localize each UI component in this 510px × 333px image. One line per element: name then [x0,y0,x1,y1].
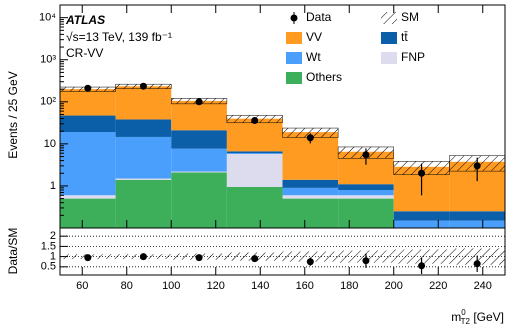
y-tick-label: 10 [44,138,56,150]
legend-label: VV [306,30,322,44]
data-point [84,84,92,92]
x-label-unit: [GeV] [470,310,504,324]
y-tick-label: 10³ [40,54,56,66]
legend-swatch [286,52,302,64]
x-tick-label: 120 [207,280,225,292]
ratio-point [473,260,481,268]
stack-segment [338,190,394,196]
legend-label: FNP [401,50,425,64]
legend-swatch [286,72,302,84]
y-axis-label: Events / 25 GeV [6,71,20,158]
x-tick-label: 60 [76,280,88,292]
x-tick-label: 160 [296,280,314,292]
stack-segment [115,178,172,180]
x-tick-label: 100 [162,280,180,292]
stack-segment [282,187,339,196]
legend-label: Others [306,70,342,84]
ratio-y-tick-label: 1.5 [41,240,56,252]
y-tick-label: 10⁴ [39,12,56,24]
stack-segment [226,153,283,187]
x-tick-label: 80 [121,280,133,292]
ratio-point [139,253,147,261]
stack-segment [171,172,227,228]
legend-swatch [381,12,397,24]
region-label: CR-VV [66,46,103,60]
stack-segment [282,195,339,199]
data-point [362,151,370,159]
data-point [251,116,259,124]
stack-segment [449,211,505,221]
energy-label: √s=13 TeV, 139 fb⁻¹ [66,30,172,44]
data-point [139,82,147,90]
stack-segment [115,179,172,228]
x-label-sub: T2 [461,317,471,326]
ratio-y-label: Data/SM [6,228,20,275]
stack-segment [226,151,283,154]
stack-segment [226,118,283,152]
data-point [473,162,481,170]
data-point [195,98,203,106]
ratio-point [418,262,426,270]
stack-segment [60,115,116,133]
ratio-point [84,254,92,262]
data-point [418,169,426,177]
stack-segment [60,132,116,196]
stack-segment [282,179,339,188]
ratio-point [251,255,259,263]
x-axis-label: m0 T2 [GeV] [451,308,504,326]
legend-marker [290,14,298,22]
stack-segment [338,198,394,228]
legend-label: Wt [306,50,321,64]
ratio-frame [59,227,506,276]
legend-label: SM [401,10,419,24]
stack-segment [393,220,450,228]
legend-label: Data [306,10,332,24]
ratio-y-tick-label: 2 [50,230,56,242]
stack-segment [226,186,283,228]
stack-segment [115,86,172,120]
stack-segment [60,198,116,228]
x-tick-label: 140 [251,280,269,292]
stack-segment [171,171,227,173]
ratio-point [195,254,203,262]
stack-segment [171,148,227,172]
legend-label: tt̄ [401,30,408,44]
stack-segment [115,119,172,137]
stack-segment [282,198,339,228]
legend-swatch [381,32,397,44]
ratio-y-tick-label: 0.5 [41,261,56,273]
stack-segment [171,130,227,149]
legend-swatch [381,52,397,64]
data-point [306,134,314,142]
stack-segment [226,153,283,154]
stack-segment [393,211,450,221]
stack-segment [60,89,116,116]
ratio-uncertainty-band [282,251,339,262]
stack-segment [338,184,394,191]
atlas-label: ATLAS [65,13,105,27]
ratio-point [306,258,314,266]
stack-segment [60,195,116,199]
x-tick-label: 200 [385,280,403,292]
y-tick-label: 1 [50,180,56,192]
y-tick-label: 10² [40,96,56,108]
x-tick-label: 180 [340,280,358,292]
stack-segment [115,136,172,179]
x-label-symbol: m [451,310,461,324]
ratio-point [362,257,370,265]
stack-segment [449,220,505,228]
ratio-y-tick-label: 1 [50,251,56,263]
x-tick-label: 220 [429,280,447,292]
x-label-sup: 0 [461,308,466,317]
stack-segment [171,100,227,131]
stack-segment [338,195,394,199]
legend-swatch [286,32,302,44]
ratio-uncertainty-band [393,249,450,264]
x-tick-label: 240 [474,280,492,292]
